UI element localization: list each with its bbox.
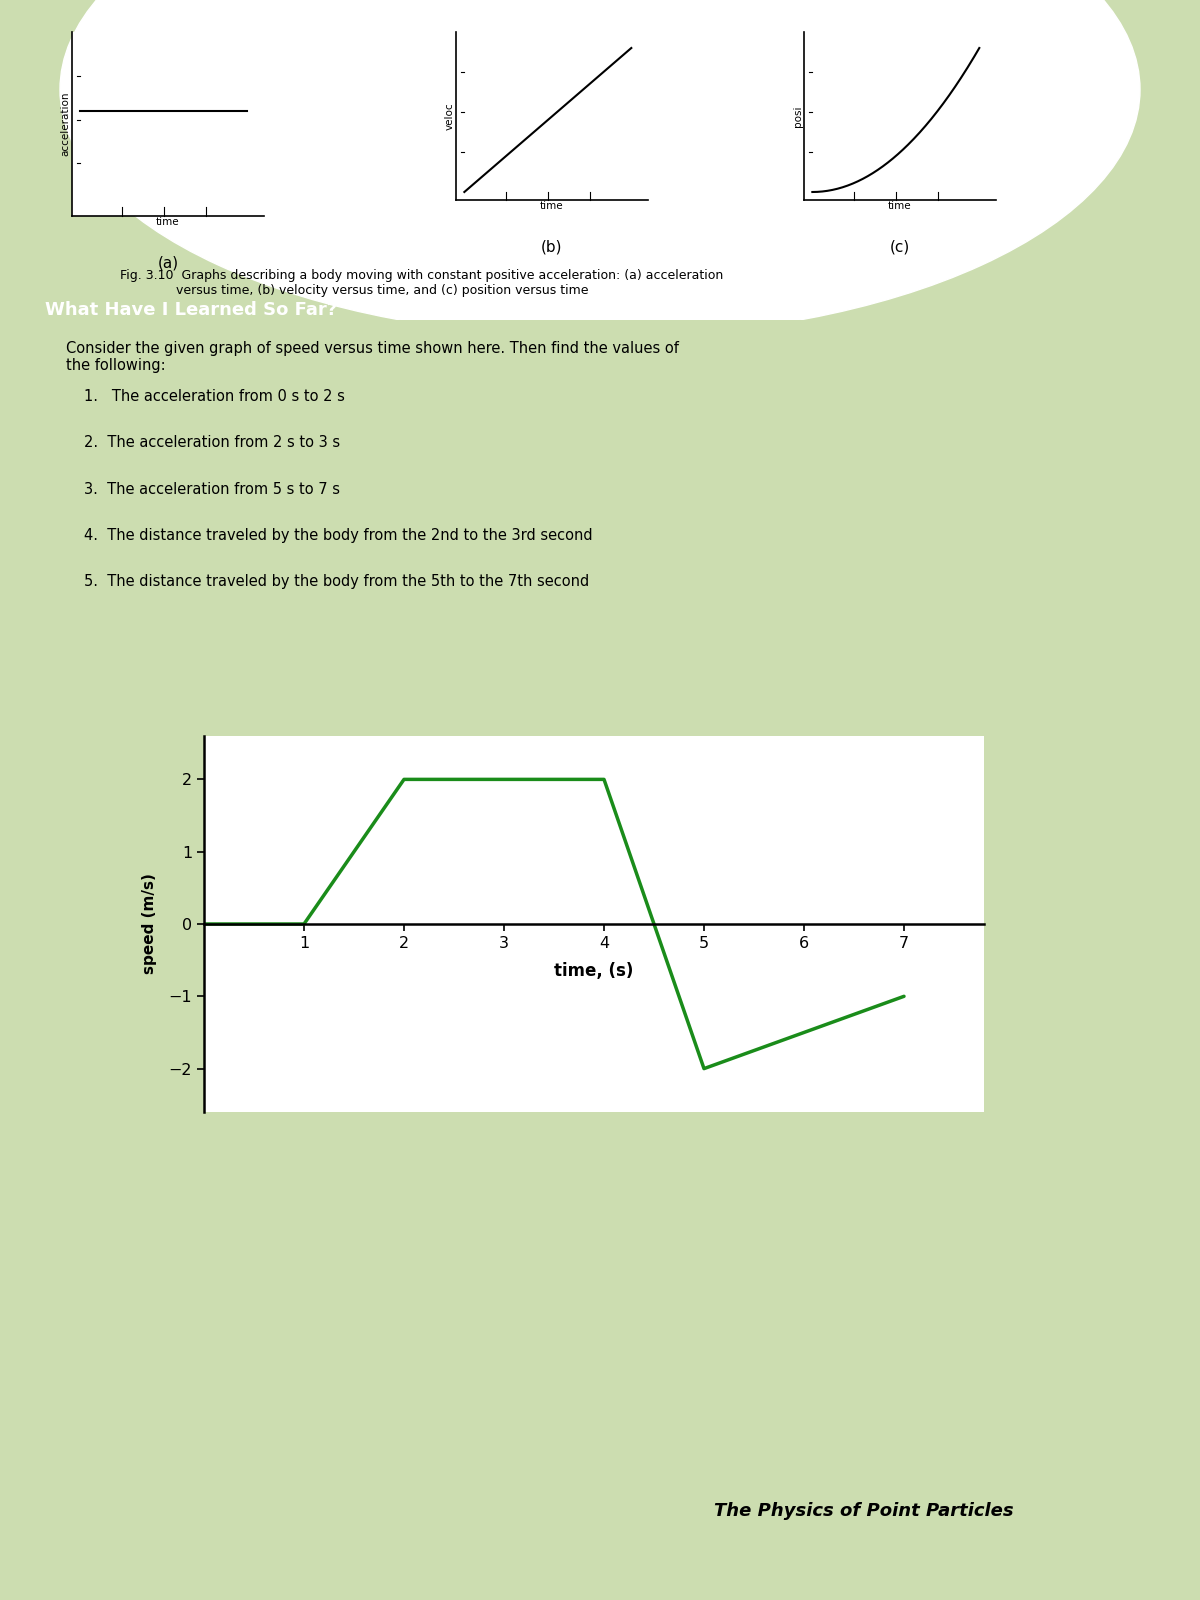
Text: 5.  The distance traveled by the body from the 5th to the 7th second: 5. The distance traveled by the body fro…: [84, 574, 589, 589]
Text: Fig. 3.10  Graphs describing a body moving with constant positive acceleration: : Fig. 3.10 Graphs describing a body movin…: [120, 269, 724, 298]
Text: (c): (c): [890, 240, 910, 254]
Text: (a): (a): [157, 256, 179, 270]
Text: What Have I Learned So Far?: What Have I Learned So Far?: [46, 301, 337, 320]
X-axis label: time: time: [540, 202, 564, 211]
Ellipse shape: [60, 0, 1140, 338]
Text: The Physics of Point Particles: The Physics of Point Particles: [714, 1502, 1014, 1520]
X-axis label: time: time: [888, 202, 912, 211]
Text: (b): (b): [541, 240, 563, 254]
Text: 4.  The distance traveled by the body from the 2nd to the 3rd second: 4. The distance traveled by the body fro…: [84, 528, 593, 542]
Y-axis label: veloc: veloc: [445, 102, 455, 130]
Y-axis label: speed (m/s): speed (m/s): [143, 874, 157, 974]
X-axis label: time: time: [156, 218, 180, 227]
Text: Consider the given graph of speed versus time shown here. Then find the values o: Consider the given graph of speed versus…: [66, 341, 679, 373]
Text: 2.  The acceleration from 2 s to 3 s: 2. The acceleration from 2 s to 3 s: [84, 435, 340, 450]
Text: 3.  The acceleration from 5 s to 7 s: 3. The acceleration from 5 s to 7 s: [84, 482, 340, 496]
Y-axis label: acceleration: acceleration: [61, 91, 71, 157]
X-axis label: time, (s): time, (s): [554, 962, 634, 979]
Y-axis label: posi: posi: [793, 106, 803, 126]
Text: 1.   The acceleration from 0 s to 2 s: 1. The acceleration from 0 s to 2 s: [84, 389, 344, 403]
